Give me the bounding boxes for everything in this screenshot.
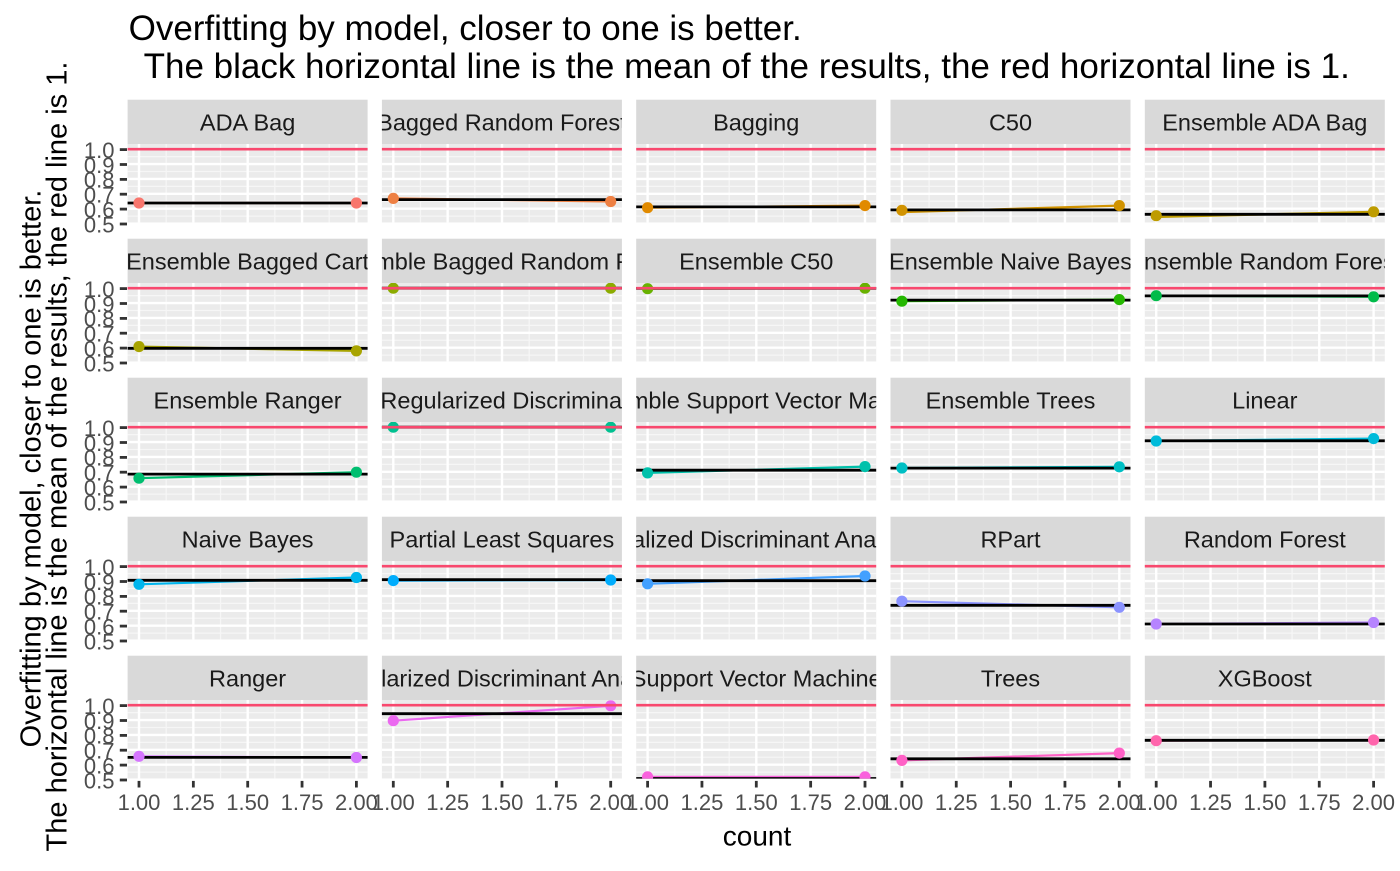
svg-text:0.5: 0.5: [84, 490, 115, 515]
svg-text:0.5: 0.5: [84, 212, 115, 237]
svg-text:2.00: 2.00: [844, 790, 887, 815]
svg-text:The black horizontal line is t: The black horizontal line is the mean of…: [144, 47, 1350, 86]
svg-text:2.00: 2.00: [335, 790, 378, 815]
svg-text:count: count: [723, 821, 792, 852]
svg-text:1.25: 1.25: [935, 790, 978, 815]
svg-text:0.6: 0.6: [84, 475, 115, 500]
svg-text:0.5: 0.5: [84, 768, 115, 793]
svg-text:0.7: 0.7: [84, 739, 115, 764]
svg-text:0.8: 0.8: [84, 724, 115, 749]
svg-text:Support Vector Machine: Support Vector Machine: [631, 665, 882, 691]
svg-text:1.00: 1.00: [1135, 790, 1178, 815]
svg-text:Overfitting by model, closer t: Overfitting by model, closer to one is b…: [16, 190, 48, 748]
svg-text:Ensemble Support Vector Machin: Ensemble Support Vector Machine: [575, 387, 937, 413]
svg-text:RPart: RPart: [980, 526, 1041, 552]
svg-text:Trees: Trees: [981, 665, 1040, 691]
svg-text:1.00: 1.00: [626, 790, 669, 815]
svg-text:1.25: 1.25: [172, 790, 215, 815]
svg-text:1.75: 1.75: [1298, 790, 1341, 815]
svg-text:0.8: 0.8: [84, 168, 115, 193]
svg-text:1.25: 1.25: [1189, 790, 1232, 815]
svg-text:0.5: 0.5: [84, 629, 115, 654]
svg-text:2.00: 2.00: [1352, 790, 1395, 815]
svg-text:0.8: 0.8: [84, 585, 115, 610]
svg-text:1.50: 1.50: [735, 790, 778, 815]
svg-text:Linear: Linear: [1232, 387, 1297, 413]
svg-text:Ensemble Trees: Ensemble Trees: [926, 387, 1096, 413]
svg-text:1.0: 1.0: [84, 277, 115, 302]
svg-text:2.00: 2.00: [589, 790, 632, 815]
svg-text:1.50: 1.50: [226, 790, 269, 815]
svg-text:1.25: 1.25: [681, 790, 724, 815]
svg-text:2.00: 2.00: [1098, 790, 1141, 815]
svg-text:Ensemble ADA Bag: Ensemble ADA Bag: [1162, 109, 1367, 135]
svg-text:Overfitting by model, closer t: Overfitting by model, closer to one is b…: [129, 9, 802, 48]
svg-text:C50: C50: [989, 109, 1032, 135]
svg-text:XGBoost: XGBoost: [1218, 665, 1313, 691]
svg-text:1.0: 1.0: [84, 694, 115, 719]
svg-text:Ensemble Bagged Cart: Ensemble Bagged Cart: [126, 248, 369, 274]
svg-text:0.7: 0.7: [84, 600, 115, 625]
svg-text:Bagging: Bagging: [713, 109, 799, 135]
svg-text:Penalized Discriminant Analysi: Penalized Discriminant Analysis: [590, 526, 922, 552]
svg-text:1.0: 1.0: [84, 416, 115, 441]
svg-text:0.7: 0.7: [84, 183, 115, 208]
svg-text:0.9: 0.9: [84, 431, 115, 456]
svg-text:1.00: 1.00: [880, 790, 923, 815]
svg-text:0.5: 0.5: [84, 351, 115, 376]
svg-text:Random Forest: Random Forest: [1184, 526, 1346, 552]
svg-text:1.50: 1.50: [989, 790, 1032, 815]
svg-text:1.75: 1.75: [535, 790, 578, 815]
svg-text:0.6: 0.6: [84, 336, 115, 361]
svg-text:1.0: 1.0: [84, 138, 115, 163]
svg-text:1.75: 1.75: [1044, 790, 1087, 815]
svg-text:Ensemble Random Forest: Ensemble Random Forest: [1128, 248, 1400, 274]
svg-text:0.8: 0.8: [84, 446, 115, 471]
svg-text:0.6: 0.6: [84, 614, 115, 639]
svg-text:Ensemble Naive Bayes: Ensemble Naive Bayes: [889, 248, 1132, 274]
svg-text:Ensemble Ranger: Ensemble Ranger: [154, 387, 342, 413]
svg-text:1.75: 1.75: [789, 790, 832, 815]
svg-text:0.6: 0.6: [84, 753, 115, 778]
svg-text:Regularized Discriminant Analy: Regularized Discriminant Analysis: [325, 665, 679, 691]
svg-text:The horizontal line is the mea: The horizontal line is the mean of the r…: [42, 62, 74, 852]
svg-text:0.6: 0.6: [84, 197, 115, 222]
svg-text:ADA Bag: ADA Bag: [200, 109, 295, 135]
svg-text:Bagged Random Forest: Bagged Random Forest: [377, 109, 627, 135]
svg-text:Ensemble Bagged Random Forest: Ensemble Bagged Random Forest: [322, 248, 683, 274]
svg-text:0.7: 0.7: [84, 461, 115, 486]
svg-text:Partial Least Squares: Partial Least Squares: [390, 526, 615, 552]
svg-text:Ensemble Regularized Discrimin: Ensemble Regularized Discriminant Analys…: [269, 387, 734, 413]
svg-text:Ensemble C50: Ensemble C50: [679, 248, 833, 274]
svg-text:0.8: 0.8: [84, 307, 115, 332]
svg-text:1.00: 1.00: [118, 790, 161, 815]
svg-text:1.00: 1.00: [372, 790, 415, 815]
svg-text:0.7: 0.7: [84, 322, 115, 347]
svg-text:0.9: 0.9: [84, 709, 115, 734]
svg-text:0.9: 0.9: [84, 570, 115, 595]
svg-text:1.0: 1.0: [84, 555, 115, 580]
svg-text:1.25: 1.25: [426, 790, 469, 815]
svg-text:Naive Bayes: Naive Bayes: [182, 526, 314, 552]
svg-text:0.9: 0.9: [84, 153, 115, 178]
svg-text:1.50: 1.50: [1243, 790, 1286, 815]
svg-text:1.50: 1.50: [481, 790, 524, 815]
svg-text:Ranger: Ranger: [209, 665, 286, 691]
svg-text:0.9: 0.9: [84, 292, 115, 317]
svg-text:1.75: 1.75: [281, 790, 324, 815]
